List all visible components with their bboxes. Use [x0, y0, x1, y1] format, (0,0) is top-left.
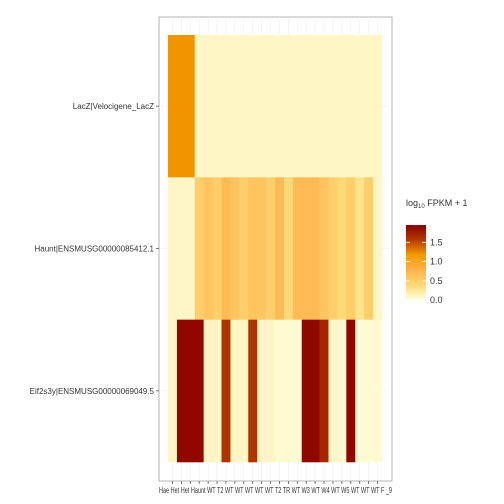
- heatmap-cell: [212, 319, 222, 463]
- legend: log10 FPKM + 1 0.0 0.5 1.0 1.5: [406, 198, 467, 305]
- heatmap-cell: [275, 177, 285, 320]
- heatmap-cell: [203, 35, 213, 178]
- x-axis: [172, 481, 378, 484]
- heatmap-cell: [176, 177, 187, 320]
- heatmap-cell: [266, 177, 276, 320]
- legend-colorbar: [406, 225, 426, 300]
- y-tick-label: Haunt|ENSMUSG00000085412.1: [35, 245, 155, 254]
- heatmap-cell: [310, 319, 320, 463]
- heatmap-cell: [239, 319, 249, 463]
- heatmap-cell: [346, 35, 356, 178]
- heatmap-cell: [221, 177, 231, 320]
- heatmap-cell: [248, 177, 258, 320]
- heatmap-cell: [328, 35, 338, 178]
- heatmap-cell: [230, 35, 240, 178]
- heatmap-cell: [185, 177, 196, 320]
- heatmap-cell: [346, 177, 356, 320]
- heatmap-cell: [373, 319, 383, 463]
- heatmap-cell: [319, 177, 329, 320]
- heatmap-cell: [364, 319, 374, 463]
- heatmap-cell: [328, 319, 338, 463]
- heatmap-cell: [212, 177, 222, 320]
- heatmap-cell: [319, 319, 329, 463]
- heatmap-cell: [319, 35, 329, 178]
- heatmap-cell: [221, 35, 231, 178]
- heatmap-cell: [176, 319, 187, 463]
- y-tick-label: Eif2s3y|ENSMUSG00000069049.5: [30, 387, 155, 396]
- heatmap-cell: [221, 319, 231, 463]
- y-tick-label: LacZ|Velocigene_LacZ: [73, 102, 154, 111]
- heatmap-cell: [257, 35, 267, 178]
- heatmap-cell: [328, 177, 338, 320]
- heatmap-cell: [194, 319, 204, 463]
- heatmap-cell: [292, 35, 303, 178]
- legend-tick-label: 0.5: [430, 276, 443, 286]
- heatmap-cell: [230, 319, 240, 463]
- heatmap-cell: [292, 177, 303, 320]
- heatmap-cell: [275, 35, 285, 178]
- heatmap-cell: [168, 35, 178, 178]
- heatmap-cell: [373, 177, 383, 320]
- heatmap-cell: [301, 35, 311, 178]
- heatmap-cell: [346, 319, 356, 463]
- heatmap-cell: [355, 177, 365, 320]
- heatmap-cells: [168, 35, 383, 463]
- legend-tick-label: 1.5: [430, 237, 443, 247]
- heatmap-cell: [373, 35, 383, 178]
- heatmap-cell: [337, 35, 347, 178]
- heatmap-cell: [203, 319, 213, 463]
- heatmap-cell: [301, 319, 311, 463]
- heatmap-cell: [239, 177, 249, 320]
- heatmap-cell: [185, 35, 196, 178]
- heatmap-cell: [301, 177, 311, 320]
- heatmap-cell: [275, 319, 285, 463]
- heatmap-cell: [239, 35, 249, 178]
- heatmap-cell: [248, 35, 258, 178]
- heatmap-cell: [364, 177, 374, 320]
- heatmap-cell: [283, 319, 294, 463]
- legend-title: log10 FPKM + 1: [406, 198, 467, 210]
- heatmap-cell: [337, 177, 347, 320]
- legend-tick-label: 1.0: [430, 257, 443, 267]
- heatmap-cell: [266, 35, 276, 178]
- heatmap-cell: [168, 177, 178, 320]
- heatmap-cell: [203, 177, 213, 320]
- heatmap-cell: [355, 319, 365, 463]
- y-axis: LacZ|Velocigene_LacZ Haunt|ENSMUSG0000008…: [30, 102, 159, 396]
- heatmap-cell: [310, 35, 320, 178]
- heatmap-cell: [176, 35, 187, 178]
- heatmap-cell: [185, 319, 196, 463]
- x-tick-labels: Hae Het Het Haunt WT T2 WT WT WT WT WT T…: [159, 486, 392, 495]
- heatmap-cell: [292, 319, 303, 463]
- heatmap-cell: [266, 319, 276, 463]
- heatmap-cell: [212, 35, 222, 178]
- heatmap-cell: [168, 319, 178, 463]
- legend-ticks: 0.0 0.5 1.0 1.5: [406, 237, 443, 305]
- heatmap-cell: [337, 319, 347, 463]
- heatmap-cell: [283, 35, 294, 178]
- heatmap-cell: [194, 35, 204, 178]
- heatmap-cell: [194, 177, 204, 320]
- heatmap-cell: [310, 177, 320, 320]
- heatmap-cell: [364, 35, 374, 178]
- heatmap-cell: [257, 319, 267, 463]
- heatmap-cell: [248, 319, 258, 463]
- heatmap-cell: [355, 35, 365, 178]
- heatmap-cell: [230, 177, 240, 320]
- heatmap-cell: [257, 177, 267, 320]
- heatmap-cell: [283, 177, 294, 320]
- legend-tick-label: 0.0: [430, 295, 443, 305]
